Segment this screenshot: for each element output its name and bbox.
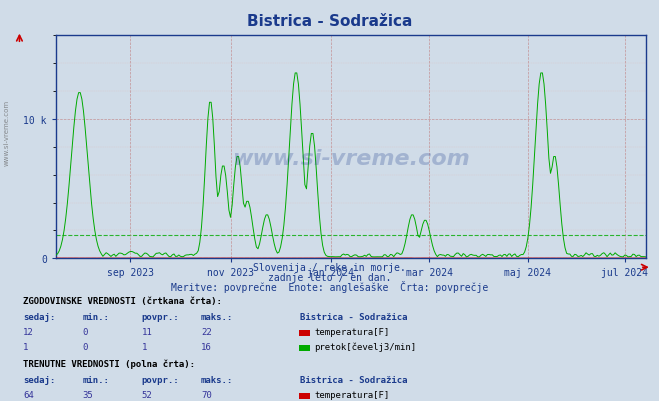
Text: Meritve: povprečne  Enote: anglešaške  Črta: povprečje: Meritve: povprečne Enote: anglešaške Črt… [171,281,488,293]
Text: 35: 35 [82,391,93,399]
Text: Bistrica - Sodražica: Bistrica - Sodražica [247,14,412,29]
Text: 11: 11 [142,327,152,336]
Text: temperatura[F]: temperatura[F] [314,327,389,336]
Text: sedaj:: sedaj: [23,312,55,321]
Text: min.:: min.: [82,375,109,384]
Text: TRENUTNE VREDNOSTI (polna črta):: TRENUTNE VREDNOSTI (polna črta): [23,358,195,368]
Text: Bistrica - Sodražica: Bistrica - Sodražica [300,375,407,384]
Text: 70: 70 [201,391,212,399]
Text: 1: 1 [23,342,28,351]
Text: sedaj:: sedaj: [23,375,55,384]
Text: temperatura[F]: temperatura[F] [314,391,389,399]
Text: povpr.:: povpr.: [142,375,179,384]
Text: 12: 12 [23,327,34,336]
Text: 16: 16 [201,342,212,351]
Text: zadnje leto / en dan.: zadnje leto / en dan. [268,273,391,283]
Text: 22: 22 [201,327,212,336]
Text: Slovenija / reke in morje.: Slovenija / reke in morje. [253,263,406,273]
Text: 64: 64 [23,391,34,399]
Text: 52: 52 [142,391,152,399]
Text: Bistrica - Sodražica: Bistrica - Sodražica [300,312,407,321]
Text: www.si-vreme.com: www.si-vreme.com [232,148,470,168]
Text: www.si-vreme.com: www.si-vreme.com [3,99,10,165]
Text: 0: 0 [82,327,88,336]
Text: 1: 1 [142,342,147,351]
Text: povpr.:: povpr.: [142,312,179,321]
Text: ZGODOVINSKE VREDNOSTI (črtkana črta):: ZGODOVINSKE VREDNOSTI (črtkana črta): [23,296,222,305]
Text: min.:: min.: [82,312,109,321]
Text: 0: 0 [82,342,88,351]
Text: maks.:: maks.: [201,312,233,321]
Text: pretok[čevelj3/min]: pretok[čevelj3/min] [314,342,416,351]
Text: maks.:: maks.: [201,375,233,384]
